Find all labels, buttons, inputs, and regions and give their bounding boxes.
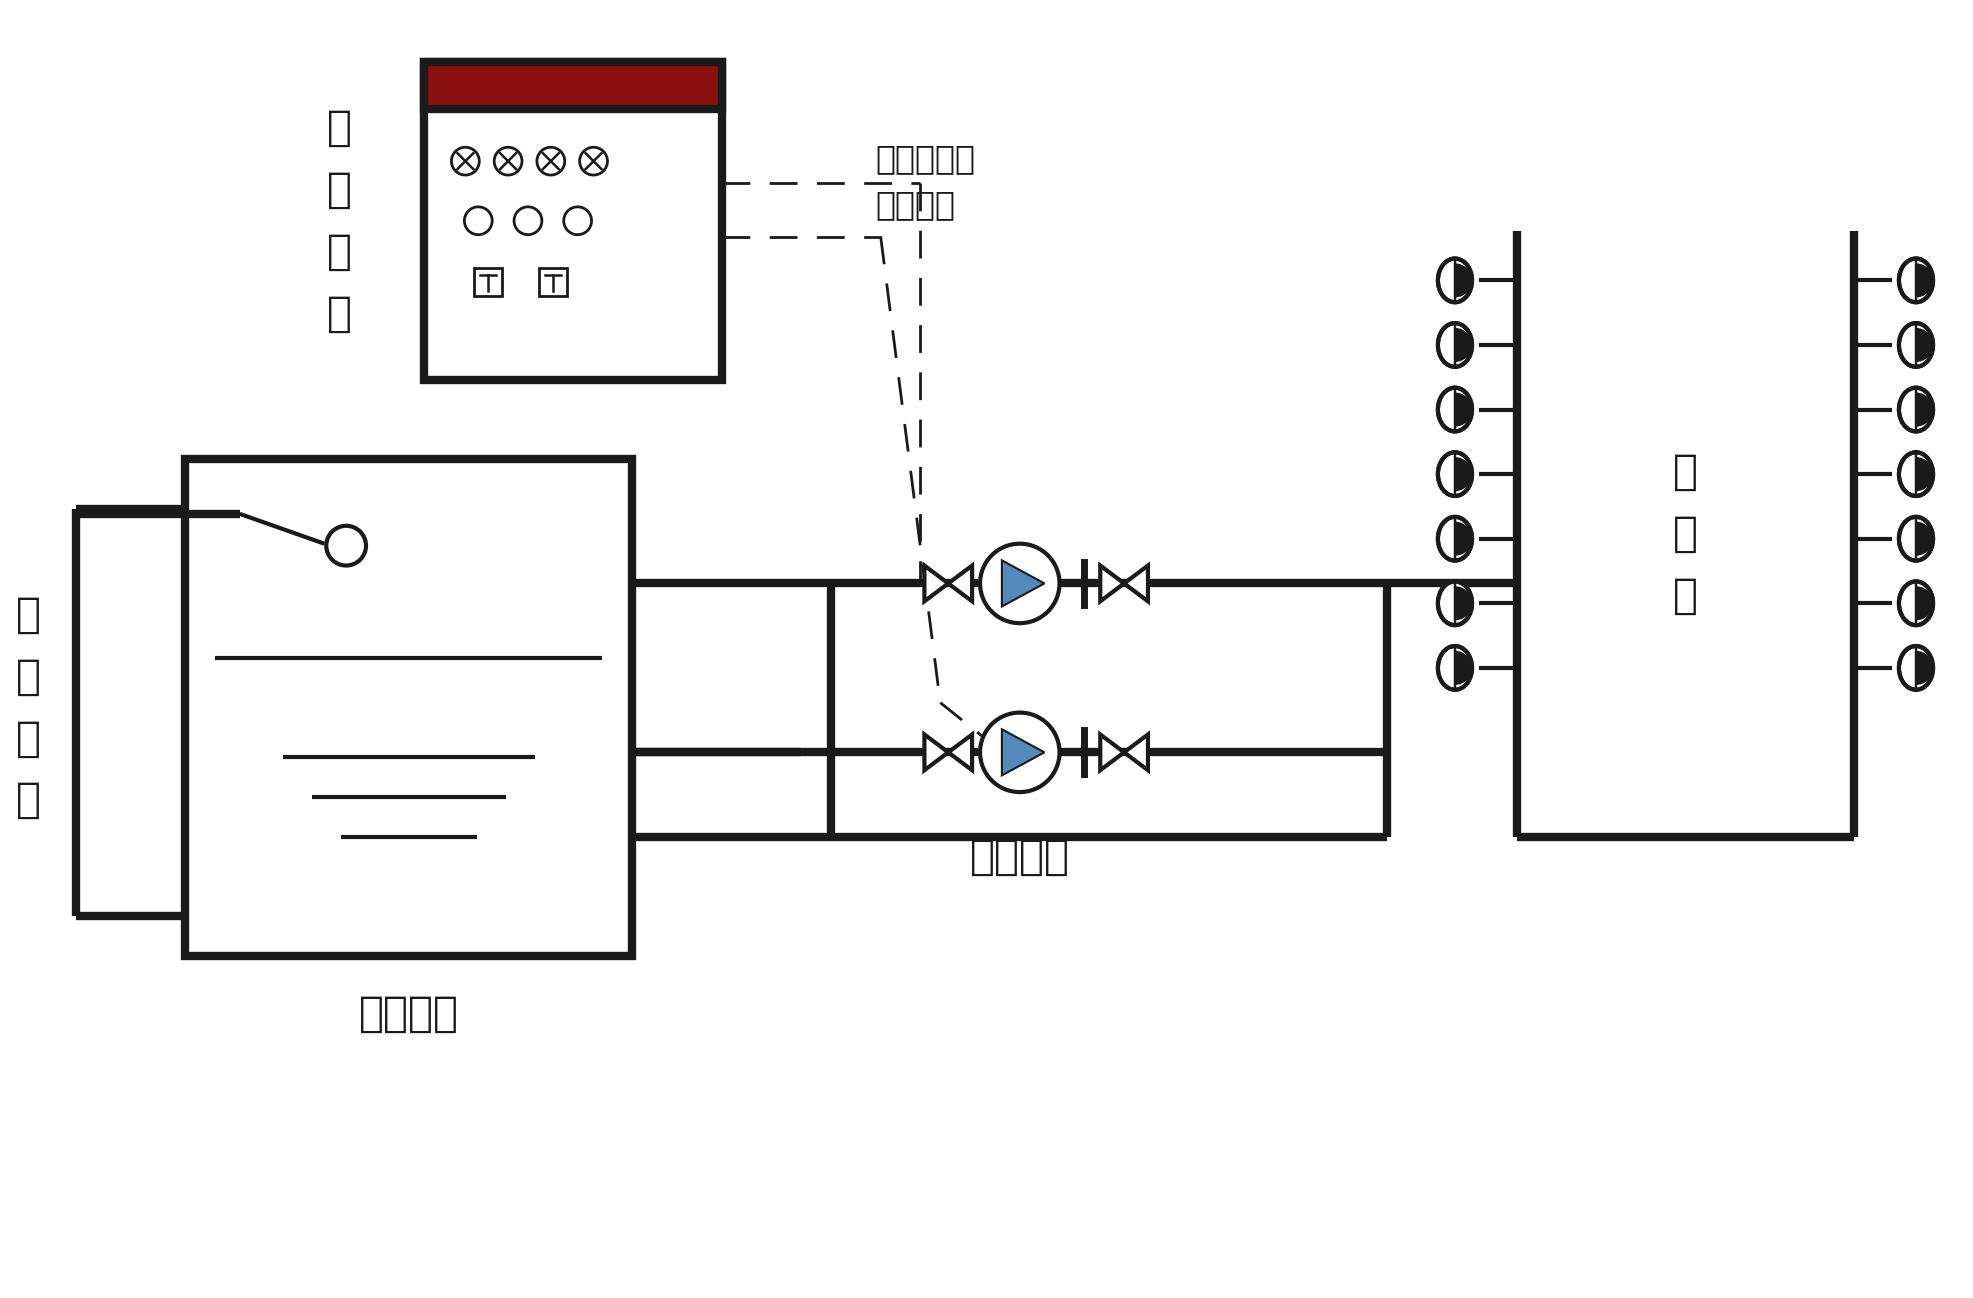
- Text: 市
政
管
网: 市 政 管 网: [16, 594, 41, 822]
- Circle shape: [981, 713, 1060, 792]
- Polygon shape: [1125, 566, 1148, 601]
- Text: 消防水池: 消防水池: [359, 993, 460, 1035]
- Polygon shape: [1002, 729, 1044, 775]
- Text: 消防中心及
消火栓箱: 消防中心及 消火栓箱: [876, 143, 977, 222]
- Ellipse shape: [1898, 517, 1934, 561]
- Polygon shape: [1101, 735, 1125, 770]
- Circle shape: [464, 206, 491, 235]
- Wedge shape: [1454, 392, 1472, 427]
- Text: 消
火
栓: 消 火 栓: [1673, 450, 1699, 617]
- Ellipse shape: [1438, 258, 1472, 302]
- Text: 控
制
装
置: 控 制 装 置: [328, 106, 351, 335]
- Circle shape: [981, 544, 1060, 623]
- Polygon shape: [925, 735, 949, 770]
- Circle shape: [452, 147, 479, 175]
- Polygon shape: [949, 566, 973, 601]
- Bar: [474, 269, 503, 296]
- Polygon shape: [1002, 561, 1044, 606]
- Ellipse shape: [1438, 452, 1472, 496]
- Wedge shape: [1454, 587, 1472, 620]
- Polygon shape: [1125, 735, 1148, 770]
- Ellipse shape: [1898, 452, 1934, 496]
- Wedge shape: [1916, 328, 1934, 362]
- Bar: [424, 62, 722, 109]
- Text: 消防水泵: 消防水泵: [971, 836, 1069, 877]
- Wedge shape: [1916, 650, 1934, 685]
- Wedge shape: [1454, 457, 1472, 491]
- Polygon shape: [949, 735, 973, 770]
- Circle shape: [326, 526, 367, 566]
- Bar: [185, 459, 631, 957]
- Ellipse shape: [1438, 582, 1472, 626]
- Ellipse shape: [1898, 582, 1934, 626]
- Wedge shape: [1454, 263, 1472, 297]
- Circle shape: [515, 206, 543, 235]
- Wedge shape: [1916, 392, 1934, 427]
- Wedge shape: [1916, 263, 1934, 297]
- Wedge shape: [1916, 457, 1934, 491]
- Circle shape: [493, 147, 523, 175]
- Ellipse shape: [1898, 388, 1934, 431]
- Polygon shape: [925, 566, 949, 601]
- Wedge shape: [1454, 328, 1472, 362]
- Ellipse shape: [1438, 646, 1472, 689]
- Wedge shape: [1916, 522, 1934, 556]
- Ellipse shape: [1898, 646, 1934, 689]
- Circle shape: [564, 206, 592, 235]
- Polygon shape: [1101, 566, 1125, 601]
- Wedge shape: [1916, 587, 1934, 620]
- Ellipse shape: [1438, 323, 1472, 367]
- Bar: [539, 269, 566, 296]
- Bar: [424, 62, 722, 380]
- Ellipse shape: [1438, 517, 1472, 561]
- Ellipse shape: [1898, 258, 1934, 302]
- Wedge shape: [1454, 522, 1472, 556]
- Wedge shape: [1454, 650, 1472, 685]
- Circle shape: [580, 147, 608, 175]
- Circle shape: [537, 147, 564, 175]
- Ellipse shape: [1438, 388, 1472, 431]
- Ellipse shape: [1898, 323, 1934, 367]
